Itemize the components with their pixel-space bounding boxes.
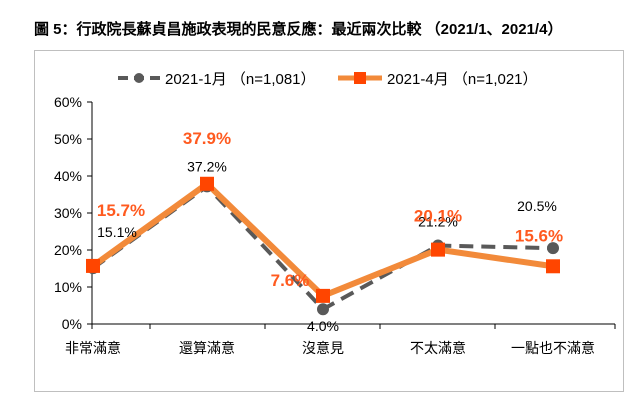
series-apr-data-label: 15.6% [515, 226, 563, 245]
series-apr-point [316, 288, 330, 303]
y-tick-label: 20% [54, 242, 82, 258]
legend-jan-label: 2021-1月 （n=1,081） [165, 71, 316, 88]
series-apr-point [431, 242, 445, 257]
series-jan-data-label: 15.1% [97, 224, 137, 240]
series-apr-data-label: 7.6% [271, 271, 310, 290]
chart-frame: 0% 10% 20% 30% 40% 50% 60% 非常滿意 還算滿意 沒意見 不太滿意 一點也不滿… [34, 50, 624, 392]
x-tick-label: 非常滿意 [65, 340, 121, 356]
x-tick-label: 還算滿意 [179, 340, 235, 356]
series-apr-point [546, 259, 560, 274]
series-jan-data-label: 21.2% [418, 214, 458, 230]
x-tick-label: 不太滿意 [410, 340, 466, 356]
y-tick-label: 10% [54, 279, 82, 295]
series-jan-data-label: 20.5% [517, 198, 557, 214]
series-apr-data-label: 15.7% [97, 201, 145, 220]
series-jan-data-label: 4.0% [307, 318, 339, 334]
y-tick-label: 30% [54, 205, 82, 221]
series-apr-point [200, 176, 214, 191]
line-chart: 0% 10% 20% 30% 40% 50% 60% 非常滿意 還算滿意 沒意見 不太滿意 一點也不滿… [54, 71, 616, 356]
series-jan-point [547, 242, 559, 255]
y-tick-label: 0% [62, 316, 82, 332]
series-apr-line [91, 180, 554, 299]
series-jan-data-label: 37.2% [187, 158, 227, 174]
page-title: 圖 5：行政院長蘇貞昌施政表現的民意反應：最近兩次比較 （2021/1、2021… [34, 21, 563, 38]
y-tick-label: 50% [54, 131, 82, 147]
series-jan-point [317, 303, 329, 316]
legend-apr-label: 2021-4月 （n=1,021） [387, 71, 538, 88]
legend-jan-swatch-marker [134, 73, 144, 83]
x-tick-label: 一點也不滿意 [511, 340, 595, 356]
x-tick-label: 沒意見 [302, 340, 344, 356]
series-apr-data-label: 37.9% [183, 129, 231, 148]
legend-apr-swatch-marker [354, 72, 366, 84]
y-tick-label: 40% [54, 168, 82, 184]
y-tick-label: 60% [54, 94, 82, 110]
series-apr-point [86, 258, 100, 273]
series-apr-data-label: 20.1% [414, 207, 462, 226]
